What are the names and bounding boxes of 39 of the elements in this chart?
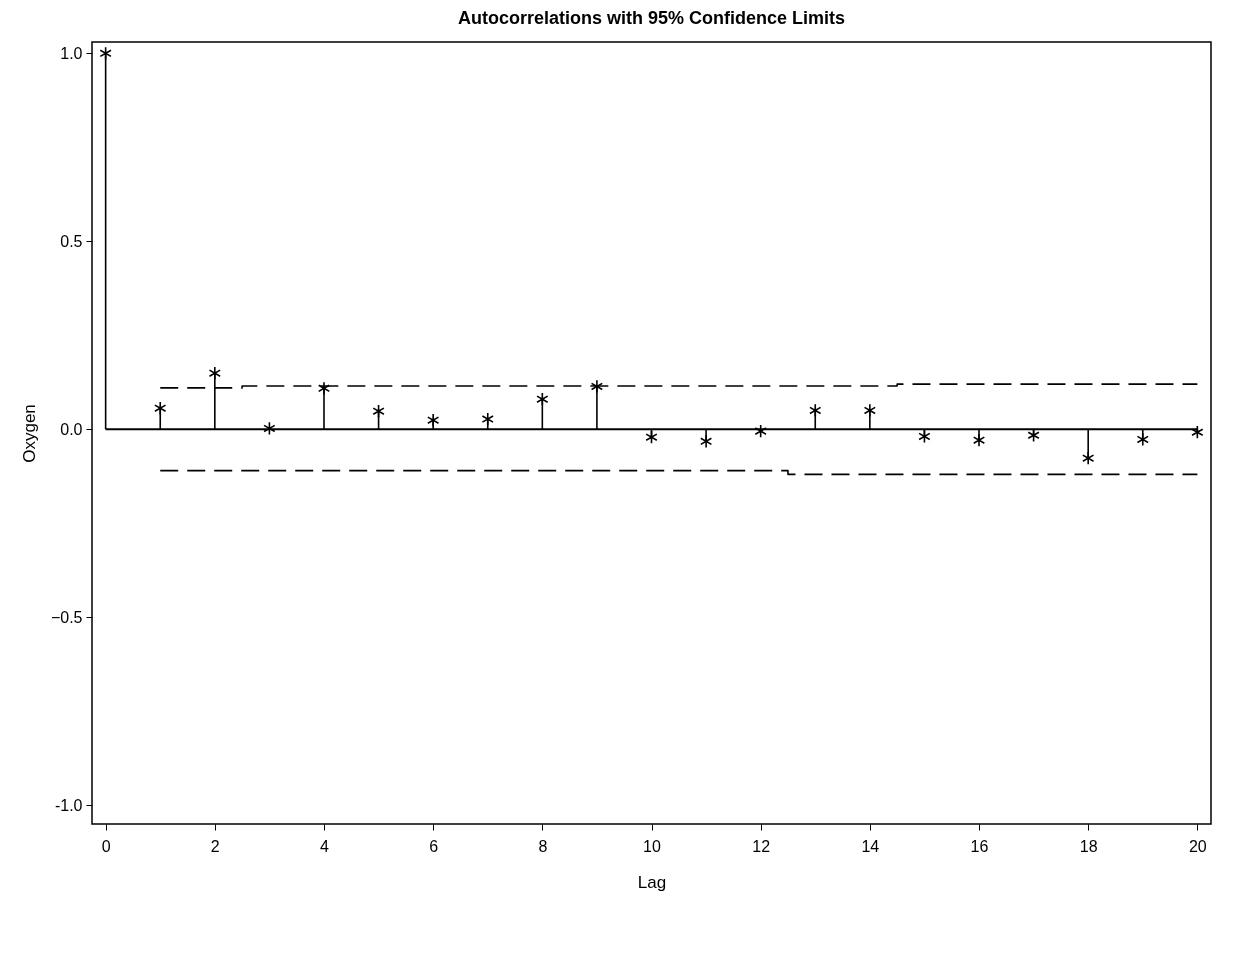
point	[154, 401, 167, 416]
x-tick-label: 0	[101, 837, 111, 855]
point	[754, 424, 767, 439]
point	[972, 433, 986, 448]
x-tick-label: 20	[1188, 837, 1207, 855]
y-tick-label: 1.0	[60, 44, 83, 62]
point	[99, 46, 112, 61]
x-tick-label: 8	[538, 837, 548, 855]
chart-title: Autocorrelations with 95% Confidence Limits	[457, 8, 846, 28]
point	[536, 392, 549, 407]
x-axis-title: Lag	[637, 872, 667, 892]
x-tick-label: 6	[429, 837, 439, 855]
point	[263, 421, 276, 436]
x-tick-label: 4	[320, 837, 330, 855]
point	[590, 379, 604, 394]
y-tick-label: 0.0	[60, 420, 83, 438]
y-tick-label: −0.5	[50, 608, 83, 626]
point	[317, 381, 331, 396]
x-tick-label: 18	[1079, 837, 1098, 855]
y-tick-label: -1.0	[54, 796, 83, 814]
y-axis-title: Oxygen	[19, 404, 39, 463]
point	[863, 403, 876, 418]
point	[699, 434, 713, 449]
point	[427, 413, 440, 428]
x-tick-label: 14	[861, 837, 880, 855]
point	[1136, 432, 1149, 447]
x-tick-label: 12	[752, 837, 771, 855]
y-tick-label: 0.5	[60, 232, 83, 250]
point	[645, 430, 658, 445]
x-tick-label: 2	[210, 837, 220, 855]
point	[809, 403, 822, 418]
point	[481, 412, 494, 427]
x-tick-label: 10	[643, 837, 661, 855]
point	[208, 366, 221, 381]
point	[372, 404, 385, 419]
point	[1082, 451, 1095, 466]
x-tick-label: 16	[970, 837, 989, 855]
point	[918, 429, 931, 444]
point	[1027, 428, 1040, 443]
